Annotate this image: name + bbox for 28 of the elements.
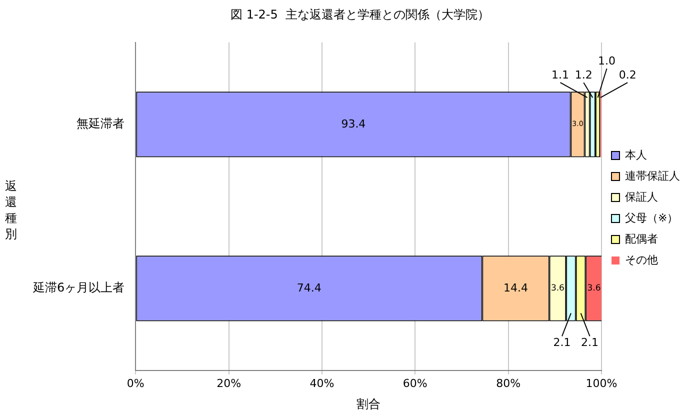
x-tick-label: 20% — [216, 376, 242, 390]
y-axis-title: 返還種別 — [4, 178, 18, 242]
data-label: 1.0 — [598, 54, 616, 68]
data-label: 74.4 — [296, 281, 322, 294]
data-label: 3.6 — [587, 284, 601, 294]
x-tick-label: 60% — [402, 376, 428, 390]
legend-label: 本人 — [625, 148, 647, 162]
chart-title: 図 1-2-5 主な返還者と学種との関係（大学院） — [230, 7, 490, 22]
x-tick-label: 0% — [126, 376, 144, 390]
data-label: 14.4 — [504, 281, 528, 294]
x-tick-label: 40% — [310, 376, 334, 390]
legend-label: その他 — [625, 253, 658, 266]
x-tick-label: 80% — [496, 376, 521, 390]
data-label: 2.1 — [581, 336, 599, 350]
x-tick-label: 100% — [586, 376, 618, 390]
legend-label: 保証人 — [625, 190, 658, 204]
data-label: 0.2 — [618, 68, 636, 82]
data-label: 1.1 — [552, 68, 570, 82]
y-tick-label: 無延滞者 — [76, 116, 125, 131]
legend-label: 連帯保証人 — [625, 169, 680, 182]
legend-label: 父母（※） — [625, 211, 678, 224]
data-label: 1.2 — [574, 68, 592, 82]
x-axis-title: 割合 — [356, 396, 381, 411]
y-tick-label: 延滞6ヶ月以上者 — [32, 280, 125, 295]
data-label: 93.4 — [341, 117, 366, 130]
data-label: 3.6 — [550, 284, 564, 294]
data-label: 2.1 — [553, 336, 571, 350]
legend-label: 配偶者 — [625, 232, 658, 246]
